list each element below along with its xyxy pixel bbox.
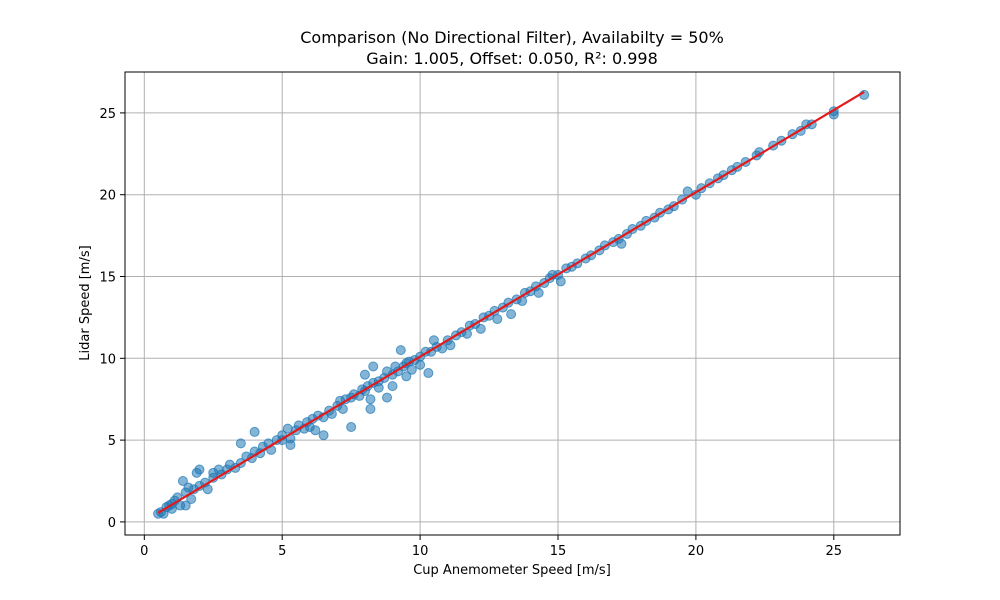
- y-tick-label: 15: [99, 271, 116, 286]
- data-point: [382, 392, 393, 403]
- y-tick-label: 20: [99, 189, 116, 204]
- data-point: [475, 323, 486, 334]
- data-point: [365, 394, 376, 405]
- data-point: [373, 382, 384, 393]
- data-point: [387, 381, 398, 392]
- y-tick-label: 10: [99, 352, 116, 367]
- x-tick-label: 15: [550, 544, 567, 559]
- data-point: [285, 440, 296, 451]
- data-point: [310, 425, 321, 436]
- x-tick-label: 25: [826, 544, 843, 559]
- y-axis-ticks: 0 5 10 15 20 25: [99, 107, 125, 531]
- data-point: [492, 314, 503, 325]
- data-point: [346, 422, 357, 433]
- data-point: [282, 423, 293, 434]
- y-tick-label: 25: [99, 107, 116, 122]
- data-point: [337, 404, 348, 415]
- data-point: [533, 287, 544, 298]
- data-point: [180, 500, 191, 511]
- data-point: [235, 438, 246, 449]
- data-point: [318, 430, 329, 441]
- x-tick-label: 5: [278, 544, 286, 559]
- grid-lines: [125, 72, 900, 535]
- data-point: [202, 484, 213, 495]
- data-point: [401, 371, 412, 382]
- data-point: [555, 276, 566, 287]
- x-tick-label: 0: [140, 544, 148, 559]
- fit-line-group: [157, 91, 865, 514]
- data-point: [177, 476, 188, 487]
- x-axis-label: Cup Anemometer Speed [m/s]: [413, 563, 611, 578]
- data-point: [249, 426, 260, 437]
- y-axis-label: Lidar Speed [m/s]: [78, 245, 93, 360]
- data-point: [415, 359, 426, 370]
- y-tick-label: 5: [108, 434, 116, 449]
- data-point: [445, 340, 456, 351]
- data-point: [186, 494, 197, 505]
- data-point: [406, 364, 417, 375]
- data-point: [616, 238, 627, 249]
- fit-line: [157, 91, 865, 514]
- data-point: [423, 368, 434, 379]
- data-point: [359, 369, 370, 380]
- chart-subtitle: Gain: 1.005, Offset: 0.050, R²: 0.998: [366, 49, 658, 68]
- x-tick-label: 10: [412, 544, 429, 559]
- y-tick-label: 0: [108, 516, 116, 531]
- x-tick-label: 20: [688, 544, 705, 559]
- chart-title: Comparison (No Directional Filter), Avai…: [300, 28, 724, 47]
- plot-frame: [124, 71, 901, 536]
- x-axis-ticks: 0 5 10 15 20 25: [140, 535, 842, 559]
- data-point: [365, 404, 376, 415]
- data-point: [194, 464, 205, 475]
- data-point: [506, 309, 517, 320]
- data-point: [395, 345, 406, 356]
- data-point: [368, 361, 379, 372]
